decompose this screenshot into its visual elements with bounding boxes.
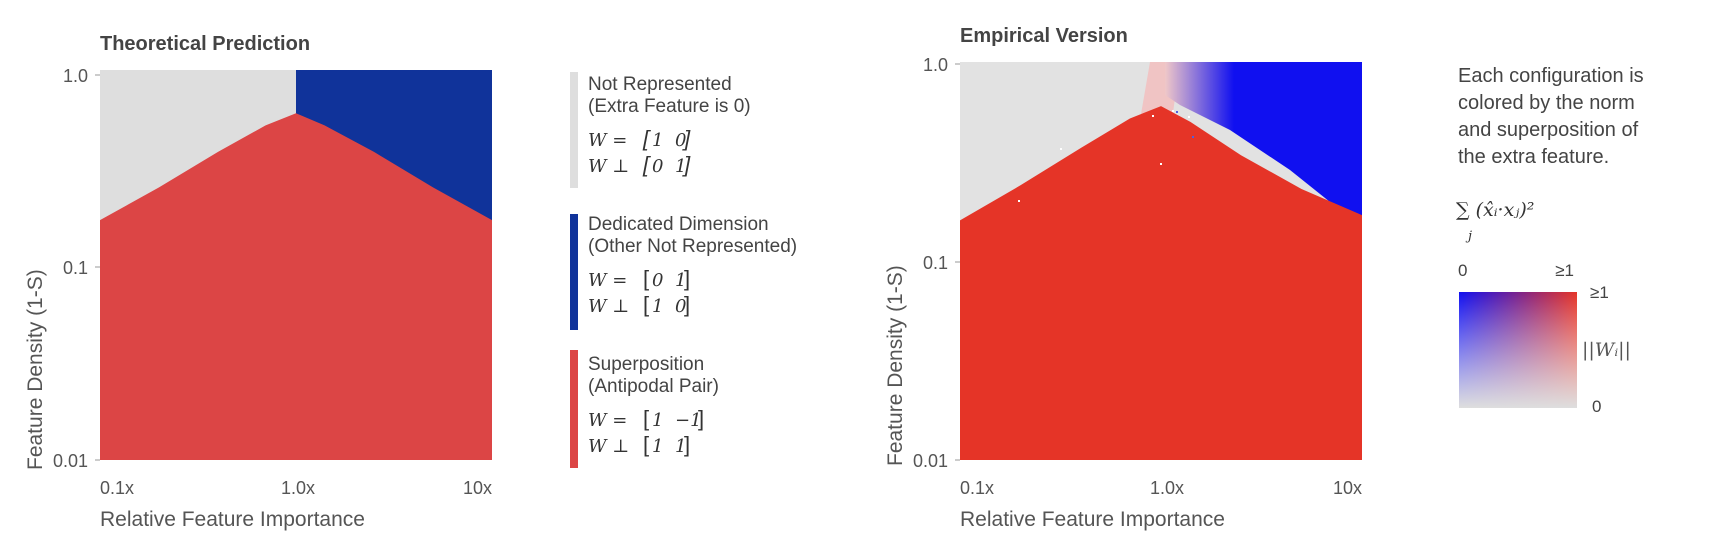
color-key-x-min: 0 xyxy=(1458,261,1467,280)
svg-text:1: 1 xyxy=(652,410,663,431)
empirical-noise-blue xyxy=(1176,111,1194,138)
theory-xlabel: Relative Feature Importance xyxy=(100,508,365,531)
svg-text:[: [ xyxy=(642,152,651,177)
svg-text:W ⊥: W ⊥ xyxy=(588,156,629,177)
color-key-desc-2: colored by the norm xyxy=(1458,92,1635,114)
legend-swatch-blue xyxy=(570,214,578,330)
empirical-region-blue xyxy=(1165,62,1362,220)
svg-text:]: ] xyxy=(682,152,691,177)
empirical-y-label-3: 0.01 xyxy=(913,451,948,471)
empirical-y-label-2: 0.1 xyxy=(923,253,948,273)
svg-text:0: 0 xyxy=(652,270,663,291)
empirical-ylabel: Feature Density (1-S) xyxy=(884,265,907,466)
svg-text:1: 1 xyxy=(652,436,663,457)
color-key-y-max: ≥1 xyxy=(1590,283,1609,302)
color-key: Each configuration is colored by the nor… xyxy=(1456,65,1644,416)
svg-text:0: 0 xyxy=(652,156,663,177)
svg-text:1: 1 xyxy=(652,130,663,151)
svg-text:1: 1 xyxy=(675,436,686,457)
svg-text:[: [ xyxy=(643,406,649,431)
legend-eq-1: W = [ 1 0 ] W ⊥ [ 0 1 ] xyxy=(588,126,691,177)
svg-text:W =: W = xyxy=(588,410,627,431)
legend-swatch-gray xyxy=(570,72,578,188)
theory-title: Theoretical Prediction xyxy=(100,33,310,55)
svg-text:[: [ xyxy=(643,432,649,457)
svg-text:[: [ xyxy=(643,266,649,291)
svg-text:1: 1 xyxy=(675,270,686,291)
region-legend: Not Represented (Extra Feature is 0) W =… xyxy=(570,72,797,468)
color-key-formula-sub: j xyxy=(1465,229,1472,244)
empirical-xlabel: Relative Feature Importance xyxy=(960,508,1225,531)
color-key-x-max: ≥1 xyxy=(1555,261,1574,280)
legend-eq-2: W = [ 0 1 ] W ⊥ [ 1 0 ] xyxy=(588,266,690,317)
theory-x-label-1: 0.1x xyxy=(100,478,134,498)
color-key-desc-3: and superposition of xyxy=(1458,119,1639,141)
legend-eq-3: W = [ 1 −1 ] W ⊥ [ 1 1 ] xyxy=(588,406,704,457)
svg-text:[: [ xyxy=(643,292,649,317)
theory-region-red xyxy=(100,113,492,460)
svg-text:]: ] xyxy=(684,292,690,317)
theory-y-label-3: 0.01 xyxy=(53,451,88,471)
legend-label-3b: (Antipodal Pair) xyxy=(588,376,719,397)
theory-y-label-1: 1.0 xyxy=(63,66,88,86)
color-key-gradient-v xyxy=(1459,292,1577,408)
empirical-x-label-1: 0.1x xyxy=(960,478,994,498)
svg-text:1: 1 xyxy=(675,156,686,177)
svg-text:[: [ xyxy=(642,126,651,151)
color-key-desc-1: Each configuration is xyxy=(1458,65,1644,87)
svg-text:W =: W = xyxy=(588,270,627,291)
svg-text:W ⊥: W ⊥ xyxy=(588,296,629,317)
theory-ylabel: Feature Density (1-S) xyxy=(24,269,47,470)
empirical-region-red xyxy=(960,106,1362,460)
legend-label-1b: (Extra Feature is 0) xyxy=(588,96,751,117)
empirical-chart: Empirical Version 1.0 0.1 0.01 xyxy=(884,25,1362,531)
svg-text:−1: −1 xyxy=(675,410,702,431)
legend-label-2a: Dedicated Dimension xyxy=(588,214,769,235)
legend-item-dedicated: Dedicated Dimension (Other Not Represent… xyxy=(570,214,797,330)
color-key-y-label: ||Wᵢ|| xyxy=(1582,339,1631,361)
empirical-x-label-2: 1.0x xyxy=(1150,478,1184,498)
svg-text:]: ] xyxy=(682,126,691,151)
theory-x-label-3: 10x xyxy=(463,478,492,498)
empirical-y-label-1: 1.0 xyxy=(923,55,948,75)
svg-text:W ⊥: W ⊥ xyxy=(588,436,629,457)
empirical-x-label-3: 10x xyxy=(1333,478,1362,498)
svg-text:]: ] xyxy=(684,266,690,291)
theory-chart: Theoretical Prediction 1.0 0.1 0.01 0.1x… xyxy=(24,33,492,531)
color-key-y-min: 0 xyxy=(1592,397,1601,416)
svg-text:]: ] xyxy=(684,432,690,457)
empirical-title: Empirical Version xyxy=(960,25,1128,47)
legend-item-superposition: Superposition (Antipodal Pair) W = [ 1 −… xyxy=(570,350,719,468)
color-key-desc-4: the extra feature. xyxy=(1458,146,1609,168)
svg-text:]: ] xyxy=(698,406,704,431)
theory-y-label-2: 0.1 xyxy=(63,258,88,278)
svg-text:0: 0 xyxy=(675,130,686,151)
legend-label-1a: Not Represented xyxy=(588,74,732,95)
svg-text:1: 1 xyxy=(652,296,663,317)
legend-label-3a: Superposition xyxy=(588,354,704,375)
legend-label-2b: (Other Not Represented) xyxy=(588,236,797,257)
svg-text:0: 0 xyxy=(675,296,686,317)
svg-text:W =: W = xyxy=(588,130,627,151)
legend-item-not-represented: Not Represented (Extra Feature is 0) W =… xyxy=(570,72,751,188)
empirical-noise xyxy=(1018,110,1190,202)
legend-swatch-red xyxy=(570,350,578,468)
color-key-formula: ∑ (x̂ᵢ·xⱼ)² xyxy=(1456,199,1534,221)
theory-x-label-2: 1.0x xyxy=(281,478,315,498)
